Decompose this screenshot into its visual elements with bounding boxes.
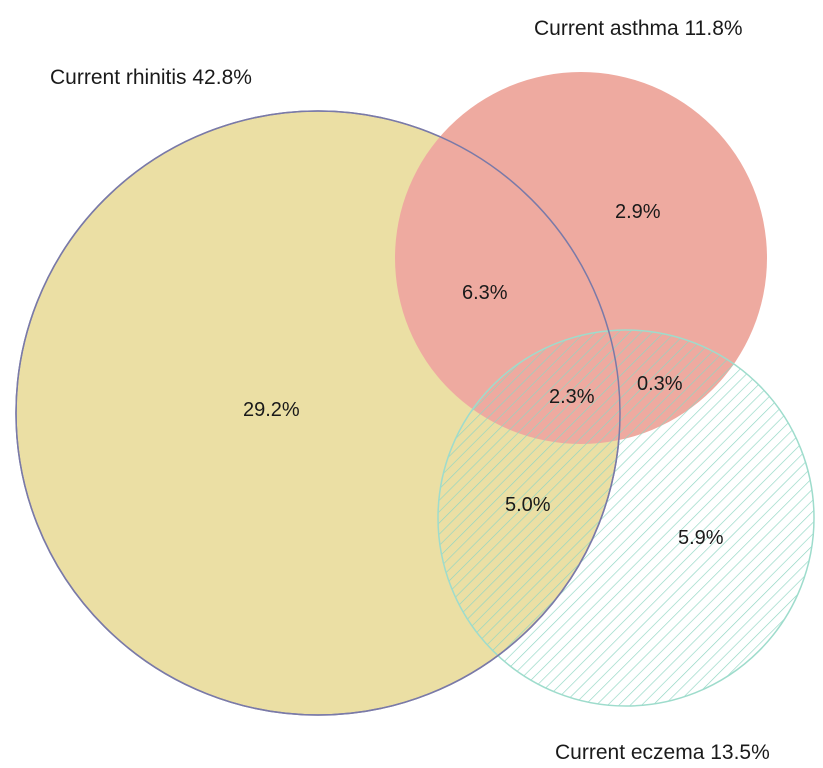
rhinitis-only-value: 29.2% [243, 399, 300, 421]
asthma-set-label: Current asthma 11.8% [534, 17, 743, 40]
rhinitis-eczema-value: 5.0% [505, 494, 551, 516]
eczema-hatch [437, 329, 815, 707]
rhinitis-set-label: Current rhinitis 42.8% [50, 66, 252, 89]
all-three-value: 2.3% [549, 386, 595, 408]
rhinitis-asthma-value: 6.3% [462, 282, 508, 304]
asthma-only-value: 2.9% [615, 201, 661, 223]
asthma-eczema-value: 0.3% [637, 373, 683, 395]
rhinitis-outline [15, 110, 621, 716]
eczema-only-value: 5.9% [678, 527, 724, 549]
eczema-set-label: Current eczema 13.5% [555, 741, 770, 764]
